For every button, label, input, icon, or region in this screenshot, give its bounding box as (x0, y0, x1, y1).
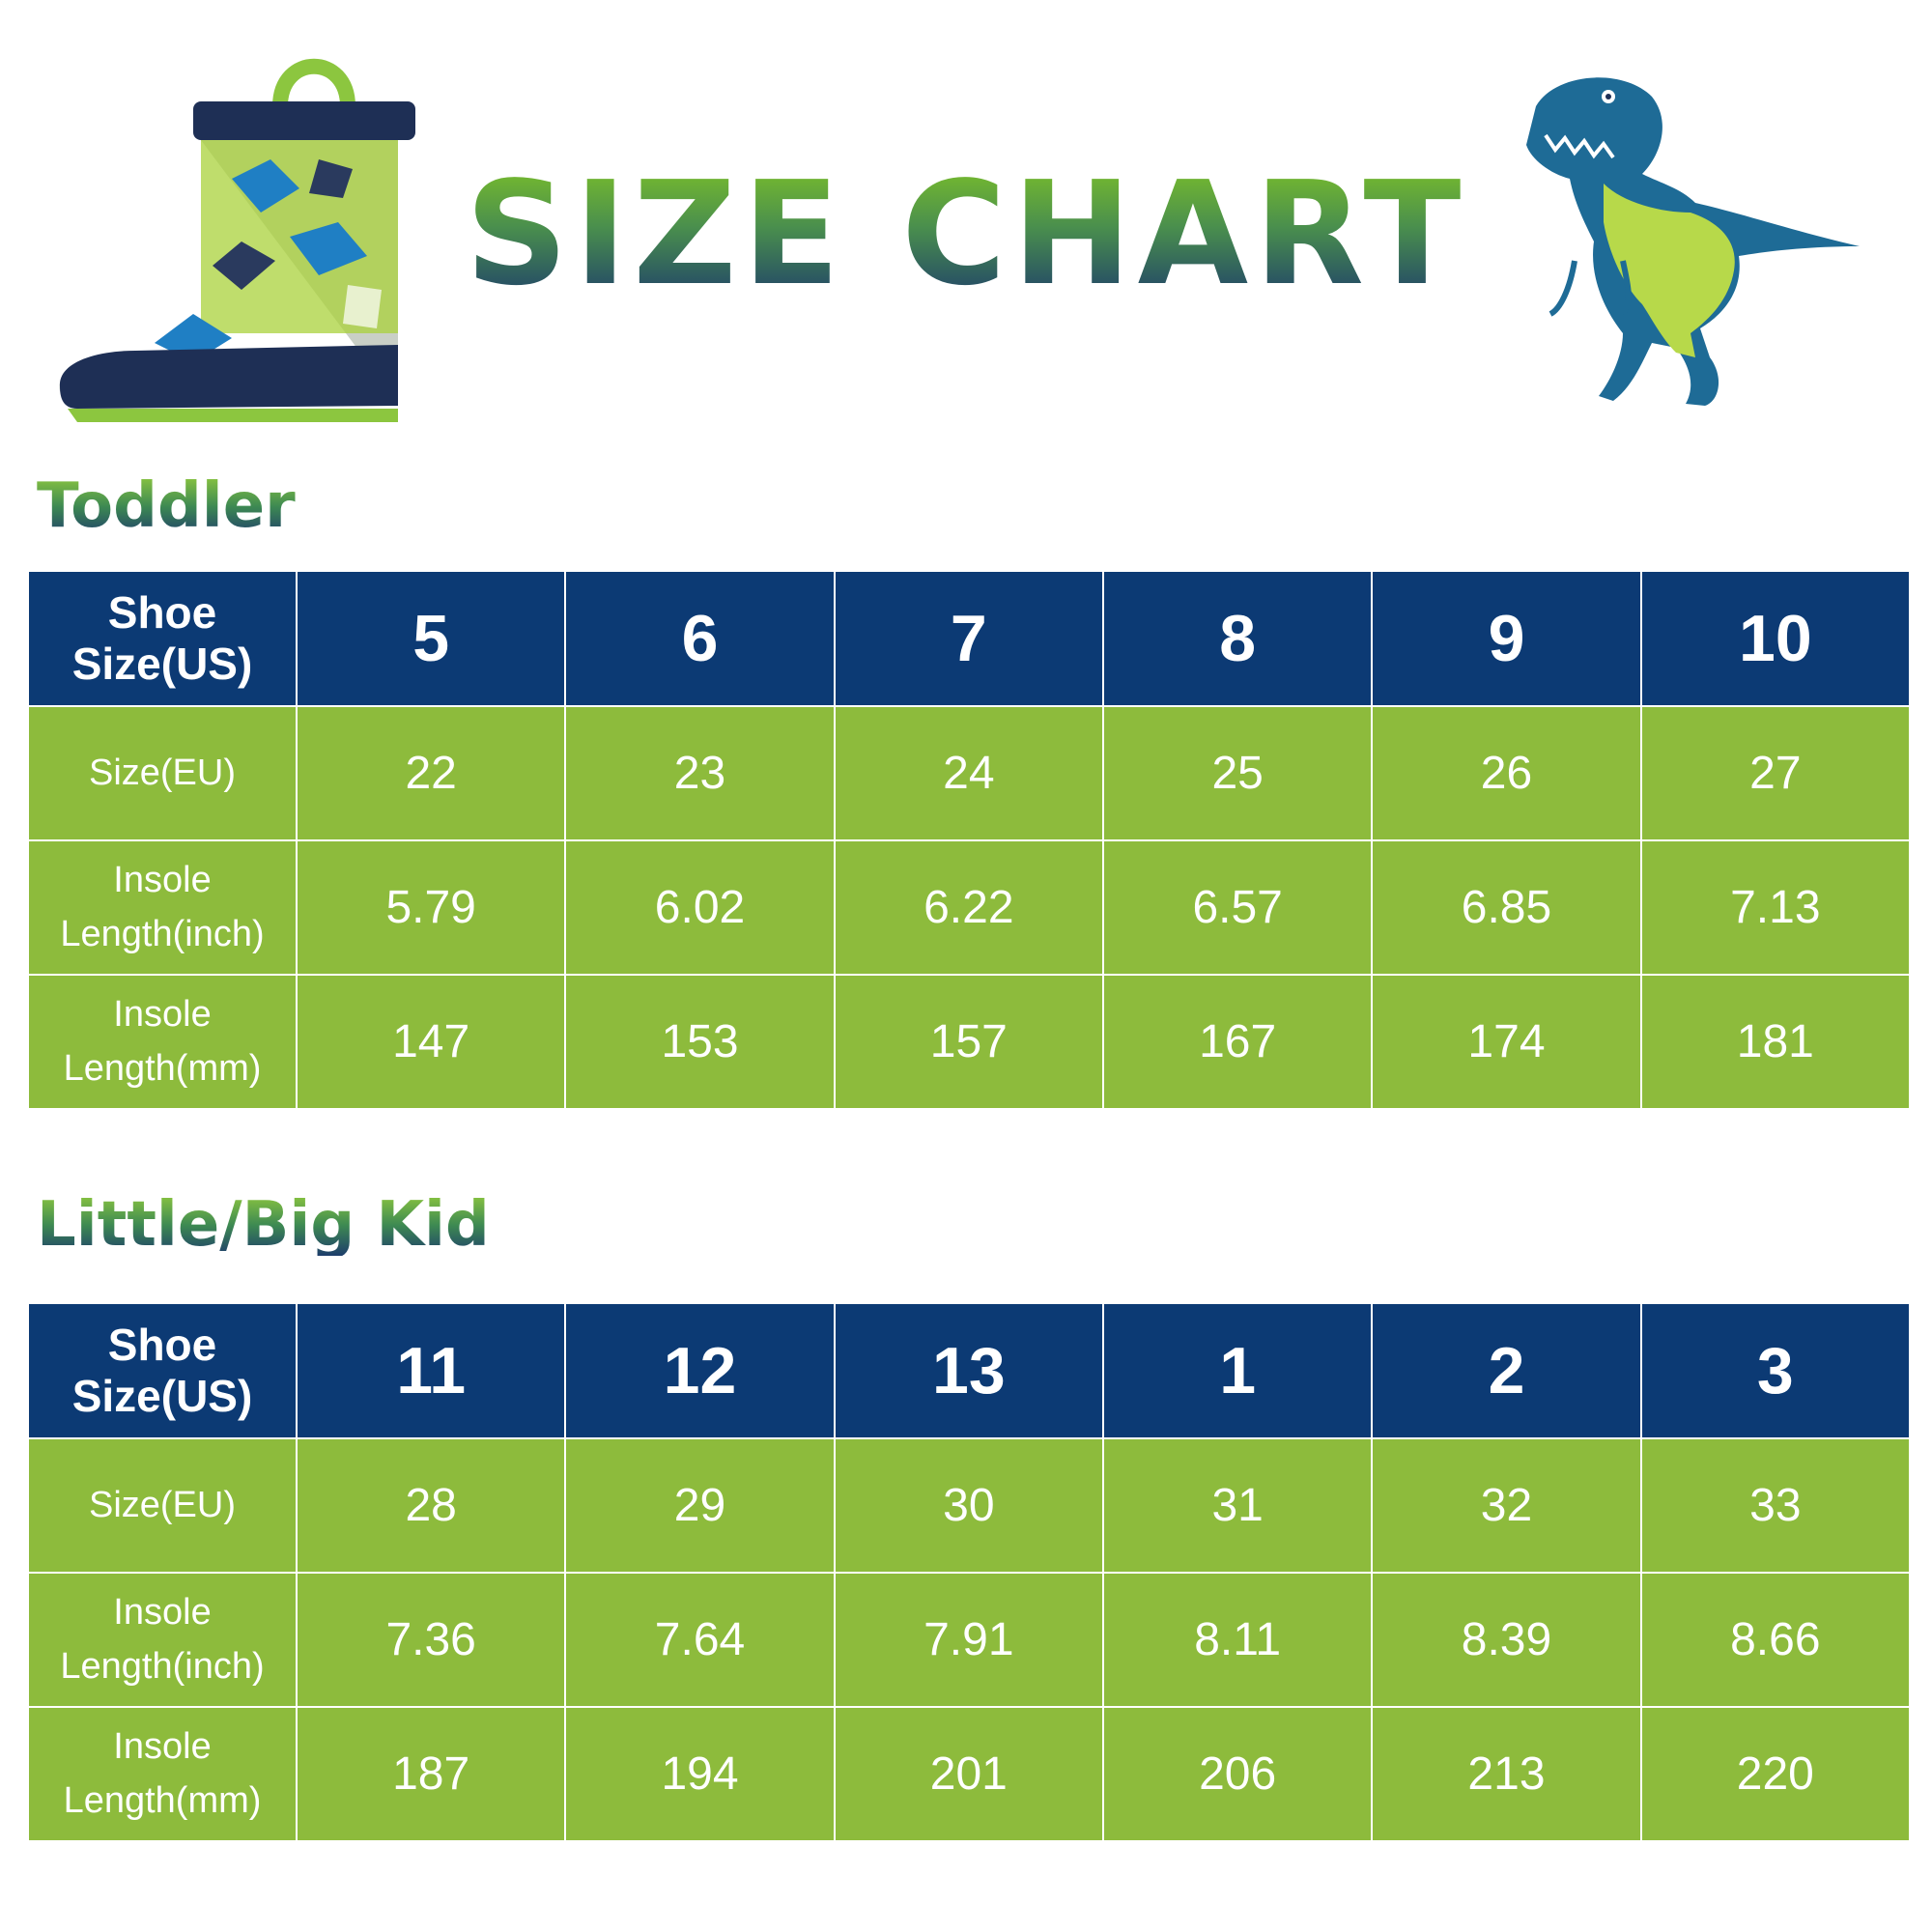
row-label-line: Size(EU) (88, 1484, 237, 1525)
us-size-cell: 8 (1101, 570, 1374, 707)
table-cell: 22 (295, 705, 567, 841)
table-cell: 174 (1371, 974, 1642, 1110)
us-size-cell: 9 (1371, 570, 1642, 707)
row-label-line: Shoe (107, 1320, 217, 1371)
table-cell: 23 (564, 705, 836, 841)
table-cell: 7.36 (295, 1572, 567, 1708)
table-cell: 31 (1101, 1437, 1374, 1574)
table-cell: 157 (833, 974, 1104, 1110)
us-size-cell: 6 (564, 570, 836, 707)
table-cell: 6.02 (564, 839, 836, 976)
table-cell: 30 (833, 1437, 1104, 1574)
table-cell: 6.57 (1101, 839, 1374, 976)
table-cell: 8.39 (1371, 1572, 1642, 1708)
table-cell: 26 (1371, 705, 1642, 841)
table-cell: 167 (1101, 974, 1374, 1110)
table-cell: 32 (1371, 1437, 1642, 1574)
row-label-line: Length(inch) (60, 913, 265, 954)
row-label: Size(EU) (27, 1437, 298, 1574)
table-cell: 7.64 (564, 1572, 836, 1708)
table-cell: 8.11 (1101, 1572, 1374, 1708)
table-cell: 5.79 (295, 839, 567, 976)
table-row: Shoe Size(US) 5 6 7 8 9 10 (27, 570, 1912, 707)
row-label: Size(EU) (27, 705, 298, 841)
us-size-cell: 1 (1101, 1302, 1374, 1439)
table-cell: 206 (1101, 1706, 1374, 1842)
row-label: Insole Length(inch) (27, 1572, 298, 1708)
table-cell: 201 (833, 1706, 1104, 1842)
page-title: SIZE CHART (0, 162, 1932, 305)
table-cell: 6.85 (1371, 839, 1642, 976)
table-cell: 187 (295, 1706, 567, 1842)
table-cell: 6.22 (833, 839, 1104, 976)
table-cell: 25 (1101, 705, 1374, 841)
t-rex-dinosaur-icon (1526, 77, 1860, 406)
table-row: Size(EU) 28 29 30 31 32 33 (27, 1437, 1912, 1574)
table-cell: 147 (295, 974, 567, 1110)
table-cell: 7.13 (1639, 839, 1912, 976)
table-cell: 29 (564, 1437, 836, 1574)
table-cell: 153 (564, 974, 836, 1110)
row-label: Insole Length(mm) (27, 1706, 298, 1842)
row-label-line: Insole (113, 1726, 212, 1768)
section-title-little-big-kid: Little/Big Kid (37, 1189, 490, 1261)
table-row: Insole Length(mm) 147 153 157 167 174 18… (27, 974, 1912, 1110)
table-cell: 28 (295, 1437, 567, 1574)
row-label: Insole Length(mm) (27, 974, 298, 1110)
us-size-cell: 12 (564, 1302, 836, 1439)
section-title-toddler: Toddler (37, 470, 296, 542)
row-label: Shoe Size(US) (27, 570, 298, 707)
row-label-line: Size(EU) (88, 752, 237, 793)
table-row: Insole Length(inch) 7.36 7.64 7.91 8.11 … (27, 1572, 1912, 1708)
table-row: Size(EU) 22 23 24 25 26 27 (27, 705, 1912, 841)
table-cell: 220 (1639, 1706, 1912, 1842)
kid-size-table: Shoe Size(US) 11 12 13 1 2 3 Size(EU) 28… (27, 1302, 1912, 1842)
table-row: Insole Length(inch) 5.79 6.02 6.22 6.57 … (27, 839, 1912, 976)
table-cell: 33 (1639, 1437, 1912, 1574)
row-label-line: Length(mm) (63, 1779, 262, 1821)
us-size-cell: 10 (1639, 570, 1912, 707)
row-label-line: Insole (113, 860, 212, 901)
table-row: Shoe Size(US) 11 12 13 1 2 3 (27, 1302, 1912, 1439)
row-label-line: Size(US) (71, 1371, 253, 1421)
row-label-line: Insole (113, 1592, 212, 1634)
row-label-line: Length(mm) (63, 1047, 262, 1089)
row-label: Insole Length(inch) (27, 839, 298, 976)
row-label-line: Insole (113, 994, 212, 1036)
page-header: SIZE CHART (0, 0, 1932, 444)
table-cell: 24 (833, 705, 1104, 841)
table-cell: 8.66 (1639, 1572, 1912, 1708)
us-size-cell: 11 (295, 1302, 567, 1439)
toddler-size-table: Shoe Size(US) 5 6 7 8 9 10 Size(EU) 22 2… (27, 570, 1912, 1110)
table-cell: 213 (1371, 1706, 1642, 1842)
us-size-cell: 5 (295, 570, 567, 707)
table-cell: 194 (564, 1706, 836, 1842)
table-cell: 27 (1639, 705, 1912, 841)
us-size-cell: 7 (833, 570, 1104, 707)
rain-boot-icon (59, 58, 415, 422)
us-size-cell: 3 (1639, 1302, 1912, 1439)
row-label: Shoe Size(US) (27, 1302, 298, 1439)
us-size-cell: 2 (1371, 1302, 1642, 1439)
row-label-line: Size(US) (71, 639, 253, 689)
table-cell: 181 (1639, 974, 1912, 1110)
row-label-line: Length(inch) (60, 1645, 265, 1687)
table-row: Insole Length(mm) 187 194 201 206 213 22… (27, 1706, 1912, 1842)
row-label-line: Shoe (107, 587, 217, 639)
table-cell: 7.91 (833, 1572, 1104, 1708)
us-size-cell: 13 (833, 1302, 1104, 1439)
